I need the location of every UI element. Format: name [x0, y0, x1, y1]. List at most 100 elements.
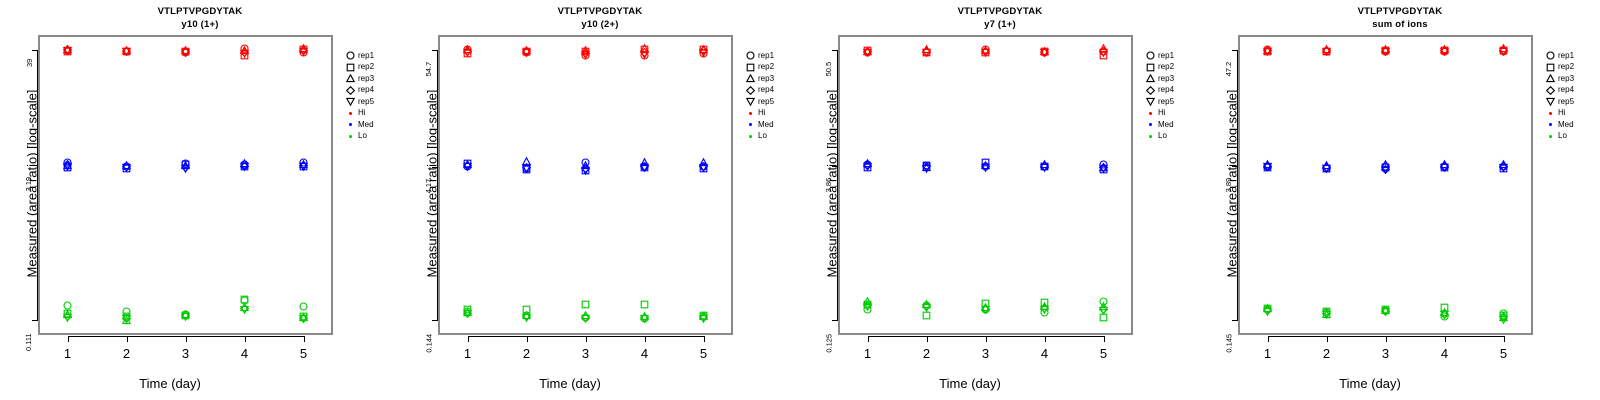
legend-label: rep3	[358, 73, 375, 83]
legend-item: Lo	[345, 131, 374, 143]
data-point	[1380, 47, 1391, 57]
panel-subtitle: y7 (1+)	[984, 19, 1016, 30]
data-point	[1039, 305, 1050, 315]
data-point	[1498, 312, 1509, 322]
x-tick-label: 5	[299, 346, 308, 361]
data-point	[699, 49, 708, 58]
data-point	[1098, 43, 1109, 53]
data-point	[239, 302, 250, 312]
data-point	[980, 48, 991, 58]
data-point	[180, 48, 191, 58]
legend-label: Lo	[758, 131, 767, 141]
chart-panel-3: VTLPTVPGDYTAK y7 (1+) Measured (area ratio…	[800, 0, 1200, 400]
legend-item: rep2	[1545, 62, 1574, 74]
data-point	[1098, 164, 1109, 174]
data-point	[1498, 47, 1509, 57]
legend-label: Med	[758, 119, 774, 129]
data-point	[698, 48, 709, 58]
legend-item: rep3	[1545, 73, 1574, 85]
y-tick-label: 3.19	[24, 177, 34, 192]
x-tick-label: 3	[581, 346, 590, 361]
y-tick-mark	[832, 320, 838, 322]
x-tick-mark	[244, 336, 246, 342]
data-point	[1439, 310, 1450, 320]
legend-label: rep1	[1558, 50, 1575, 60]
x-tick-label: 5	[1499, 346, 1508, 361]
data-point	[1498, 163, 1509, 173]
data-point	[521, 313, 532, 322]
plot-area	[438, 35, 733, 335]
data-point	[240, 51, 249, 60]
y-tick-mark	[32, 165, 38, 167]
data-point	[1040, 298, 1049, 307]
data-point	[62, 162, 73, 172]
y-tick-label: 39	[24, 58, 34, 67]
y-tick-label: 0.145	[1224, 334, 1234, 353]
y-axis-line	[437, 49, 438, 321]
data-point	[462, 309, 473, 319]
y-tick-mark	[1232, 320, 1238, 322]
data-point	[980, 305, 991, 315]
triangle-down-icon	[1545, 97, 1556, 107]
legend-label: Hi	[358, 108, 366, 118]
x-tick-mark	[1044, 336, 1046, 342]
legend-item: rep5	[345, 96, 374, 108]
triangle-down-icon	[1145, 97, 1156, 107]
dot-icon	[345, 120, 356, 130]
data-point	[299, 302, 308, 311]
diamond-icon	[1145, 85, 1156, 95]
square-icon	[745, 62, 756, 72]
y-tick-mark	[432, 166, 438, 168]
data-point	[462, 48, 473, 58]
legend-item: rep2	[345, 62, 374, 74]
triangle-up-icon	[1145, 74, 1156, 84]
data-point	[299, 158, 308, 167]
data-point	[239, 305, 250, 314]
plot-area	[838, 35, 1133, 335]
x-tick-label: 5	[699, 346, 708, 361]
legend-label: Hi	[1158, 108, 1166, 118]
x-axis-label: Time (day)	[139, 376, 201, 391]
x-tick-label: 4	[640, 346, 649, 361]
legend-item: rep2	[1145, 62, 1174, 74]
legend-label: Med	[1158, 119, 1174, 129]
circle-icon	[1545, 51, 1556, 61]
triangle-up-icon	[1545, 74, 1556, 84]
x-tick-label: 2	[122, 346, 131, 361]
legend: rep1 rep2 rep3 rep4 rep5 Hi Med Lo	[345, 50, 374, 142]
x-tick-mark	[467, 336, 469, 342]
data-point	[581, 158, 590, 167]
data-point	[180, 312, 191, 322]
legend-label: rep2	[358, 62, 375, 72]
legend-item: Hi	[345, 108, 374, 120]
y-tick-mark	[432, 49, 438, 51]
dot-icon	[1545, 120, 1556, 130]
diamond-icon	[1545, 85, 1556, 95]
legend-item: Lo	[1145, 131, 1174, 143]
data-point	[1380, 307, 1391, 317]
legend-item: rep4	[745, 85, 774, 97]
data-point	[639, 314, 650, 324]
data-point	[240, 295, 249, 304]
data-point	[239, 162, 250, 172]
data-point	[981, 158, 990, 167]
panel-title: VTLPTVPGDYTAK	[557, 6, 643, 17]
x-tick-label: 1	[1263, 346, 1272, 361]
dot-icon	[1145, 131, 1156, 141]
legend-item: rep3	[345, 73, 374, 85]
x-axis-label: Time (day)	[539, 376, 601, 391]
data-point	[121, 47, 132, 57]
data-point	[63, 158, 72, 167]
y-tick-mark	[32, 320, 38, 322]
data-point	[1262, 162, 1273, 172]
data-point	[1039, 163, 1050, 172]
x-tick-mark	[1326, 336, 1328, 342]
panel-subtitle: sum of ions	[1372, 19, 1428, 30]
legend-item: Hi	[745, 108, 774, 120]
y-tick-label: 0.144	[424, 334, 434, 353]
panel-title: VTLPTVPGDYTAK	[957, 6, 1043, 17]
data-point	[921, 48, 932, 58]
legend-label: rep2	[1558, 62, 1575, 72]
x-tick-mark	[67, 336, 69, 342]
x-tick-mark	[1444, 336, 1446, 342]
